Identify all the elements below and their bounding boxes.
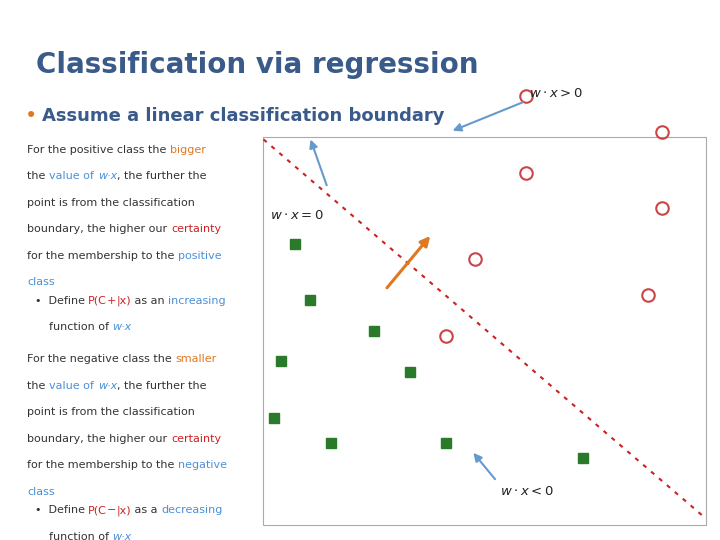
Text: value of: value of xyxy=(49,381,98,390)
Text: value of: value of xyxy=(49,171,98,181)
Text: |x): |x) xyxy=(117,505,131,516)
Text: class: class xyxy=(27,277,55,287)
Text: |x): |x) xyxy=(117,296,131,306)
Text: negative: negative xyxy=(179,460,228,470)
Text: function of: function of xyxy=(49,322,112,332)
Text: Classification via regression: Classification via regression xyxy=(36,51,479,79)
Text: decreasing: decreasing xyxy=(161,505,222,515)
Text: bigger: bigger xyxy=(170,145,206,154)
Text: $w \cdot x < 0$: $w \cdot x < 0$ xyxy=(500,485,554,498)
Text: point is from the classification: point is from the classification xyxy=(27,407,195,417)
Text: , the further the: , the further the xyxy=(117,381,207,390)
Text: point is from the classification: point is from the classification xyxy=(27,198,195,207)
Text: as an: as an xyxy=(131,296,168,306)
Text: the: the xyxy=(27,381,49,390)
Text: w·x: w·x xyxy=(98,381,117,390)
Text: for the membership to the: for the membership to the xyxy=(27,460,179,470)
Text: •: • xyxy=(25,106,37,126)
Text: For the negative class the: For the negative class the xyxy=(27,354,176,364)
Text: smaller: smaller xyxy=(176,354,217,364)
Text: w·x: w·x xyxy=(98,171,117,181)
Text: $w \cdot x > 0$: $w \cdot x > 0$ xyxy=(529,87,583,100)
Text: increasing: increasing xyxy=(168,296,225,306)
Text: function of: function of xyxy=(49,532,112,540)
Text: P(C: P(C xyxy=(88,505,107,515)
Text: certainty: certainty xyxy=(171,434,221,444)
Text: boundary, the higher our: boundary, the higher our xyxy=(27,224,171,234)
Text: −: − xyxy=(107,505,117,515)
Text: •  Define: • Define xyxy=(35,296,88,306)
Text: •  Define: • Define xyxy=(35,505,88,515)
Text: $w \cdot x = 0$: $w \cdot x = 0$ xyxy=(270,210,324,222)
FancyBboxPatch shape xyxy=(263,137,706,525)
Text: boundary, the higher our: boundary, the higher our xyxy=(27,434,171,444)
Text: as a: as a xyxy=(131,505,161,515)
Text: P(C: P(C xyxy=(88,296,107,306)
Text: positive: positive xyxy=(179,251,222,261)
Text: w·x: w·x xyxy=(112,532,132,540)
Text: w·x: w·x xyxy=(112,322,132,332)
Text: Assume a linear classification boundary: Assume a linear classification boundary xyxy=(42,107,444,125)
Text: for the membership to the: for the membership to the xyxy=(27,251,179,261)
Text: certainty: certainty xyxy=(171,224,221,234)
Text: the: the xyxy=(27,171,49,181)
Text: +: + xyxy=(107,296,117,306)
Text: , the further the: , the further the xyxy=(117,171,207,181)
Text: class: class xyxy=(27,487,55,497)
Text: For the positive class the: For the positive class the xyxy=(27,145,170,154)
